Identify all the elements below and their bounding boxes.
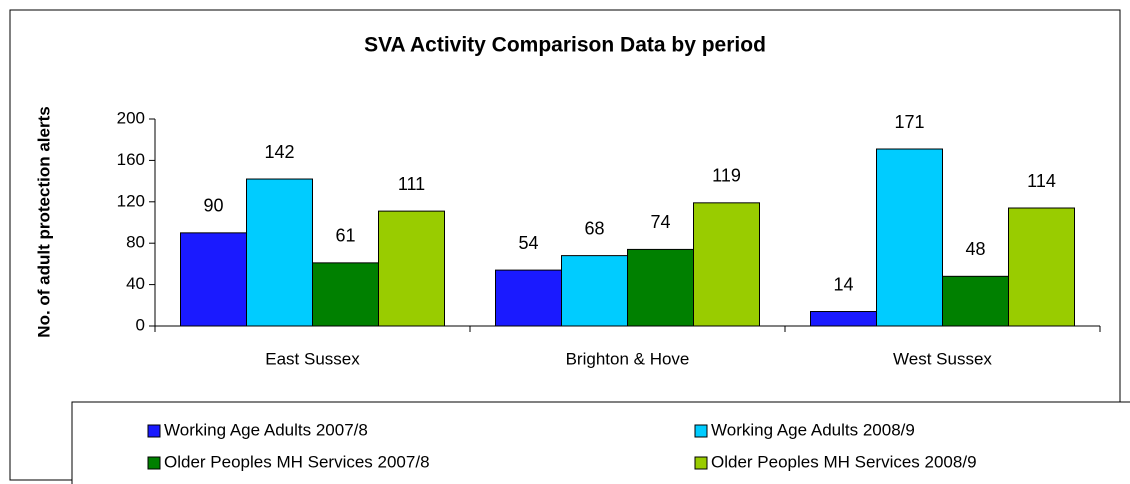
bar [495, 269, 562, 327]
bar [627, 248, 694, 327]
value-label: 142 [264, 142, 294, 162]
y-axis-label: No. of adult protection alerts [34, 106, 53, 337]
chart-title: SVA Activity Comparison Data by period [364, 34, 766, 57]
legend-label: Older Peoples MH Services 2007/8 [164, 452, 430, 471]
y-tick-label: 200 [117, 108, 145, 127]
value-label: 48 [965, 239, 985, 259]
legend-box [71, 401, 1130, 484]
x-tick-label: Brighton & Hove [566, 349, 690, 368]
x-tick-label: East Sussex [265, 349, 360, 368]
y-tick-label: 160 [117, 150, 145, 169]
bar [561, 255, 628, 327]
bar [312, 262, 379, 327]
value-label: 14 [833, 274, 853, 294]
value-label: 114 [1027, 171, 1056, 191]
legend-swatch [147, 456, 161, 470]
bar [693, 202, 760, 327]
bar [942, 275, 1009, 327]
legend-label: Working Age Adults 2008/9 [711, 420, 915, 439]
legend-swatch [694, 456, 708, 470]
y-tick-label: 120 [117, 191, 145, 210]
legend-swatch [147, 424, 161, 438]
legend-label: Working Age Adults 2007/8 [164, 420, 368, 439]
bar [1008, 207, 1075, 327]
y-tick-label: 40 [126, 274, 145, 293]
bar [810, 311, 877, 327]
legend-swatch [694, 424, 708, 438]
bar [378, 210, 445, 327]
value-label: 119 [712, 166, 741, 186]
bar [246, 178, 313, 327]
value-label: 111 [398, 174, 425, 194]
value-label: 54 [518, 233, 538, 253]
value-label: 74 [650, 212, 670, 232]
bar [180, 232, 247, 327]
bar [876, 148, 943, 327]
value-label: 90 [203, 196, 223, 216]
value-label: 61 [335, 226, 355, 246]
value-label: 171 [894, 112, 924, 132]
y-tick-label: 80 [126, 233, 145, 252]
legend-label: Older Peoples MH Services 2008/9 [711, 452, 977, 471]
y-tick-label: 0 [136, 315, 145, 334]
value-label: 68 [584, 218, 604, 238]
x-tick-label: West Sussex [893, 349, 992, 368]
